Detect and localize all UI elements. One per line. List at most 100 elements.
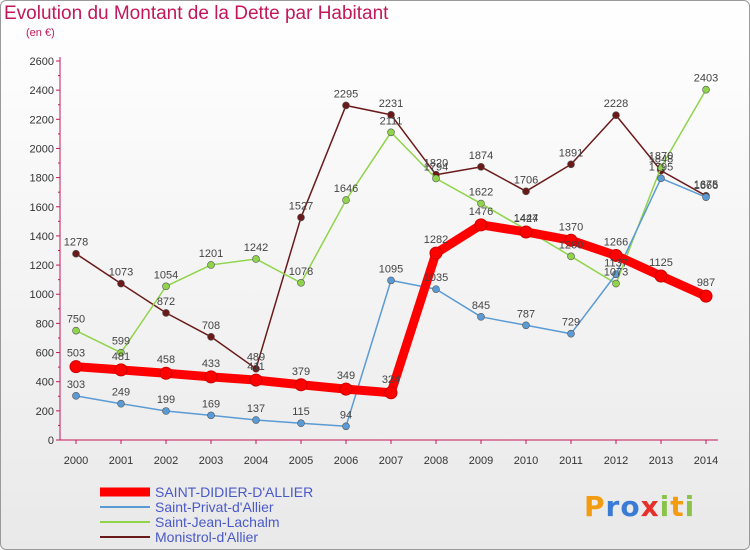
data-label: 379	[292, 366, 310, 378]
data-label: 94	[340, 409, 352, 421]
data-point	[117, 348, 125, 357]
data-point	[657, 174, 665, 183]
data-label: 249	[112, 387, 130, 399]
data-label: 489	[247, 352, 265, 364]
data-point	[612, 270, 620, 279]
data-point	[294, 378, 308, 392]
y-tick-label: 1000	[30, 289, 54, 301]
data-point	[564, 233, 578, 247]
data-label: 1095	[379, 263, 403, 275]
y-tick-label: 2000	[30, 143, 54, 155]
data-label: 2231	[379, 98, 403, 110]
data-label: 1848	[649, 154, 673, 166]
series-lines	[69, 85, 713, 431]
data-label: 1476	[469, 206, 493, 218]
x-tick-label: 2009	[469, 455, 493, 467]
data-point	[477, 199, 485, 208]
data-point	[432, 285, 440, 293]
data-label: 1444	[514, 213, 538, 225]
x-tick-label: 2007	[379, 455, 403, 467]
x-tick-label: 2013	[649, 455, 673, 467]
data-point	[609, 248, 623, 262]
data-label: 845	[472, 300, 490, 312]
data-point	[162, 309, 170, 317]
legend-label: Monistrol-d'Allier	[155, 529, 258, 545]
data-point	[699, 289, 713, 303]
data-point	[117, 399, 125, 408]
data-point	[474, 218, 488, 232]
data-label: 1706	[514, 174, 538, 186]
data-point	[339, 382, 353, 396]
x-tick-label: 2004	[244, 455, 268, 467]
data-label: 1073	[604, 267, 628, 279]
x-tick-label: 2002	[154, 455, 178, 467]
x-tick-label: 2012	[604, 455, 628, 467]
x-tick-label: 2010	[514, 455, 538, 467]
data-point	[429, 246, 443, 260]
y-tick-label: 600	[36, 348, 54, 360]
data-point	[162, 407, 170, 415]
data-labels: 1278 1073 872 708 489 1527 2295 2231 1820 1874 170…	[64, 73, 718, 422]
data-point	[702, 193, 710, 201]
x-tick-label: 2011	[559, 455, 583, 467]
series-line	[71, 220, 711, 398]
data-label: 169	[202, 398, 220, 410]
data-point	[612, 279, 620, 288]
data-point	[657, 163, 665, 172]
data-point	[72, 392, 80, 400]
data-label: 750	[67, 314, 85, 326]
y-tick-label: 1400	[30, 231, 54, 243]
data-label: 987	[697, 277, 715, 289]
data-point	[702, 85, 710, 94]
y-tick-label: 800	[36, 318, 54, 330]
data-point	[384, 386, 398, 400]
data-label: 1035	[424, 272, 448, 284]
data-point	[207, 411, 215, 420]
data-label: 599	[112, 336, 130, 348]
y-tick-label: 2400	[30, 85, 54, 97]
x-tick-label: 2001	[109, 455, 133, 467]
data-label: 787	[517, 308, 535, 320]
data-point	[654, 269, 668, 283]
data-point	[522, 321, 530, 330]
data-point	[162, 282, 170, 291]
x-tick-label: 2006	[334, 455, 358, 467]
data-label: 1370	[559, 221, 583, 233]
x-tick-label: 2000	[64, 455, 88, 467]
data-label: 1794	[424, 161, 448, 173]
data-label: 1137	[604, 257, 628, 269]
data-point	[387, 276, 395, 285]
chart-subtitle: (en €)	[26, 27, 55, 39]
y-tick-label: 1600	[30, 202, 54, 214]
data-label: 1201	[199, 248, 223, 260]
data-point	[252, 255, 260, 263]
legend-label: Saint-Privat-d'Allier	[155, 499, 274, 515]
x-tick-label: 2005	[289, 455, 313, 467]
data-point	[249, 373, 263, 387]
data-point	[207, 332, 215, 341]
proxiti-logo: Proxiti	[584, 490, 696, 523]
data-label: 1622	[469, 187, 493, 199]
data-point	[252, 416, 260, 424]
x-tick-label: 2008	[424, 455, 448, 467]
chart-title: Evolution du Montant de la Dette par Hab…	[4, 3, 389, 24]
data-label: 1891	[559, 147, 583, 159]
data-point	[204, 370, 218, 384]
data-point	[342, 101, 350, 110]
data-point	[342, 422, 350, 431]
data-point	[69, 360, 83, 374]
data-label: 1675	[694, 179, 718, 191]
data-point	[387, 128, 395, 137]
data-point	[519, 225, 533, 239]
data-label: 303	[67, 379, 85, 391]
data-point	[297, 213, 305, 222]
data-label: 115	[292, 406, 310, 418]
data-label: 1527	[289, 200, 313, 212]
data-label: 1870	[649, 150, 673, 162]
data-point	[117, 279, 125, 288]
data-label: 1646	[334, 183, 358, 195]
y-tick-label: 400	[36, 377, 54, 389]
data-label: 872	[157, 296, 175, 308]
